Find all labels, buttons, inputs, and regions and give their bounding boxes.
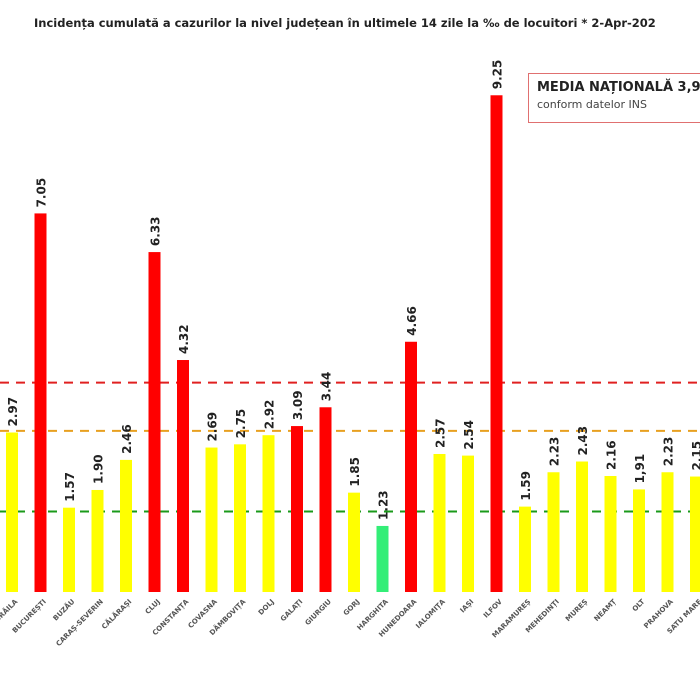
category-label: CLUJ bbox=[144, 598, 162, 616]
value-label: 2.54 bbox=[462, 420, 476, 450]
bar bbox=[120, 459, 132, 592]
category-label: IALOMIȚA bbox=[414, 597, 448, 631]
value-label: 4.66 bbox=[405, 306, 419, 336]
value-label: 2.16 bbox=[605, 440, 619, 470]
category-label: GORJ bbox=[342, 598, 362, 618]
bar bbox=[519, 506, 531, 592]
value-label: 1.59 bbox=[519, 471, 533, 501]
value-label: 2.46 bbox=[120, 424, 134, 454]
bar bbox=[633, 489, 645, 592]
value-label: 2.23 bbox=[548, 437, 562, 467]
bar bbox=[405, 341, 417, 592]
value-label: 7.05 bbox=[35, 178, 49, 208]
bar bbox=[462, 455, 474, 592]
value-label: 1.57 bbox=[63, 472, 77, 502]
value-label: 3.09 bbox=[291, 390, 305, 420]
value-label: 2.97 bbox=[6, 397, 20, 427]
bar bbox=[348, 492, 360, 592]
bar bbox=[34, 213, 47, 593]
bar bbox=[291, 426, 303, 592]
national-average-box: MEDIA NAȚIONALĂ 3,9 conform datelor INS bbox=[528, 73, 700, 123]
bar bbox=[576, 461, 588, 592]
bar bbox=[234, 444, 246, 592]
category-label: BRĂILA bbox=[0, 597, 20, 624]
bar bbox=[63, 507, 75, 592]
category-label: OLT bbox=[631, 598, 647, 614]
value-label: 4.32 bbox=[177, 324, 191, 354]
value-label: 1.90 bbox=[92, 454, 106, 484]
value-label: 2.75 bbox=[234, 409, 248, 439]
bar bbox=[177, 360, 189, 592]
category-label: ILFOV bbox=[482, 597, 504, 619]
category-label: IAȘI bbox=[459, 598, 476, 615]
bar bbox=[148, 252, 161, 593]
value-label: 2.23 bbox=[662, 437, 676, 467]
category-label: CĂLĂRAȘI bbox=[100, 597, 134, 631]
bar bbox=[604, 476, 617, 592]
value-label: 2.15 bbox=[690, 441, 700, 471]
value-label: 2.69 bbox=[206, 412, 220, 442]
value-label: 1,91 bbox=[633, 454, 647, 484]
category-label: MUREȘ bbox=[564, 598, 589, 623]
national-average-title: MEDIA NAȚIONALĂ 3,9 bbox=[537, 80, 700, 95]
category-label: GIURGIU bbox=[304, 598, 334, 628]
bar bbox=[690, 476, 700, 592]
value-label: 2.57 bbox=[434, 418, 448, 448]
value-label: 6.33 bbox=[149, 216, 163, 246]
category-label: BUZĂU bbox=[51, 597, 77, 623]
national-average-subtitle: conform datelor INS bbox=[537, 98, 647, 111]
bar bbox=[262, 435, 275, 592]
value-label: 1.23 bbox=[377, 490, 391, 520]
category-label: DOLJ bbox=[257, 598, 276, 617]
value-label: 2.92 bbox=[263, 400, 277, 430]
value-label: 3.44 bbox=[320, 372, 334, 402]
bar bbox=[6, 432, 18, 592]
value-label: 1.85 bbox=[348, 457, 362, 487]
bar bbox=[661, 472, 674, 592]
bar bbox=[547, 472, 560, 592]
category-label: NEAMȚ bbox=[593, 598, 619, 624]
bar bbox=[376, 525, 389, 592]
bar bbox=[490, 95, 503, 593]
value-label: 2.43 bbox=[576, 426, 590, 456]
bar bbox=[91, 489, 104, 592]
value-label: 9.25 bbox=[491, 60, 505, 90]
chart-title: Incidența cumulată a cazurilor la nivel … bbox=[34, 16, 656, 30]
bar bbox=[205, 447, 218, 592]
bar bbox=[433, 453, 446, 592]
category-label: GALAȚI bbox=[279, 598, 305, 624]
bar bbox=[319, 407, 332, 592]
